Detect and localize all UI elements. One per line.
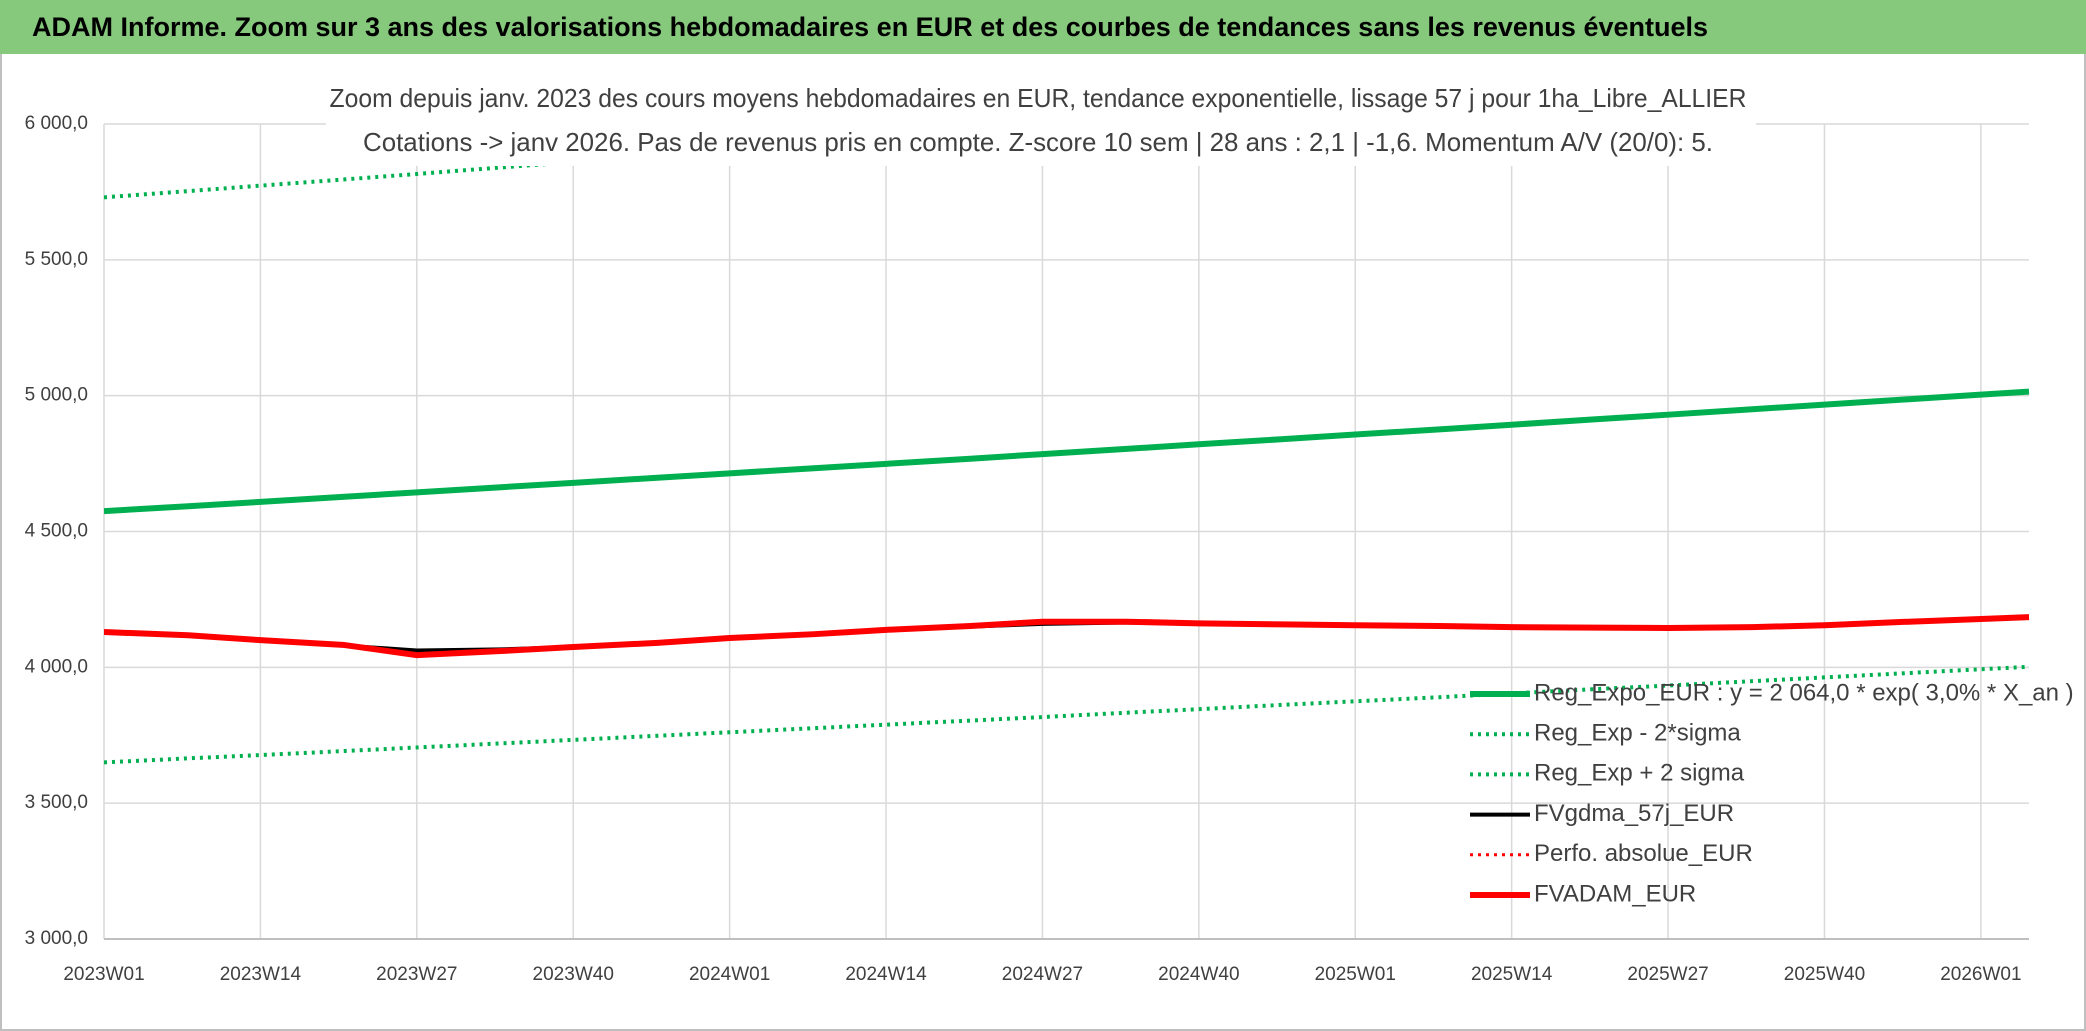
- x-tick-label: 2025W27: [1627, 964, 1708, 985]
- chart-title: Zoom depuis janv. 2023 des cours moyens …: [330, 83, 1747, 113]
- series-line: [104, 614, 2030, 659]
- header-banner: [0, 0, 2086, 54]
- plot: [104, 124, 2030, 765]
- y-tick-label: 3 000,0: [25, 928, 88, 949]
- x-tick-label: 2024W14: [845, 964, 927, 985]
- x-tick-label: 2025W01: [1315, 964, 1396, 985]
- legend-label: Reg_Exp + 2 sigma: [1534, 760, 1745, 787]
- legend: Reg_Expo_EUR : y = 2 064,0 * exp( 3,0% *…: [1470, 679, 2074, 907]
- title-box: [326, 80, 1756, 166]
- x-tick-label: 2023W01: [63, 964, 144, 985]
- grid: 3 000,0 3 500,0 4 000,0 4 500,0 5 000,0 5 500…: [25, 113, 2029, 985]
- y-tick-label: 5 000,0: [25, 385, 88, 406]
- x-tick-label: 2025W14: [1471, 964, 1553, 985]
- x-tick-label: 2023W40: [533, 964, 614, 985]
- x-tick-label: 2024W01: [689, 964, 770, 985]
- y-tick-label: 5 500,0: [25, 249, 88, 270]
- x-tick-label: 2025W40: [1784, 964, 1865, 985]
- header-title: ADAM Informe. Zoom sur 3 ans des valoris…: [32, 12, 1708, 42]
- y-tick-label: 3 500,0: [25, 792, 88, 813]
- legend-label: FVgdma_57j_EUR: [1534, 800, 1734, 827]
- legend-label: Reg_Expo_EUR : y = 2 064,0 * exp( 3,0% *…: [1534, 679, 2074, 706]
- x-tick-label: 2023W27: [376, 964, 457, 985]
- y-tick-label: 4 000,0: [25, 656, 88, 677]
- chart-subtitle: Cotations -> janv 2026. Pas de revenus p…: [363, 127, 1713, 157]
- legend-label: Perfo. absolue_EUR: [1534, 840, 1753, 867]
- legend-label: Reg_Exp - 2*sigma: [1534, 720, 1741, 747]
- y-tick-label: 4 500,0: [25, 521, 88, 542]
- x-tick-label: 2024W40: [1158, 964, 1239, 985]
- y-tick-label: 6 000,0: [25, 113, 88, 134]
- x-tick-label: 2023W14: [220, 964, 302, 985]
- series-line: [104, 388, 2030, 515]
- x-tick-label: 2026W01: [1940, 964, 2021, 985]
- x-tick-label: 2024W27: [1002, 964, 1083, 985]
- legend-label: FVADAM_EUR: [1534, 880, 1696, 907]
